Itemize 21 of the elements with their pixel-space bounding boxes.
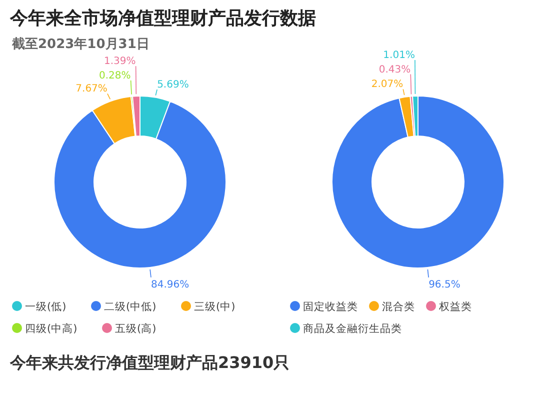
- legend-label: 权益类: [438, 300, 472, 313]
- data-label: 1.39%: [104, 56, 136, 68]
- data-label: 96.5%: [428, 279, 460, 290]
- legend-label: 二级(中低): [104, 300, 156, 313]
- legend-label: 一级(低): [25, 301, 66, 313]
- legend-label: 固定收益类: [303, 300, 358, 313]
- chart-title: 今年来全市场净值型理财产品发行数据: [9, 8, 316, 29]
- data-label: 7.67%: [76, 84, 108, 95]
- data-label: 0.43%: [378, 64, 411, 76]
- legend-label: 三级(中): [194, 300, 236, 313]
- data-label: 2.07%: [371, 79, 404, 90]
- data-label: 0.28%: [99, 70, 131, 82]
- text: 今年来共发行净值型理财产品23910只: [9, 353, 290, 372]
- data-label: 5.69%: [157, 80, 189, 91]
- legend-label: 五级(高): [115, 322, 156, 335]
- legend-label: 混合类: [382, 300, 415, 313]
- chart-subtitle: 截至2023年10月31日: [11, 37, 150, 52]
- data-label: 84.96%: [150, 279, 190, 290]
- legend-label: 商品及金融衍生品类: [303, 322, 402, 335]
- data-label: 1.01%: [383, 50, 415, 62]
- legend-label: 四级(中高): [25, 322, 78, 335]
